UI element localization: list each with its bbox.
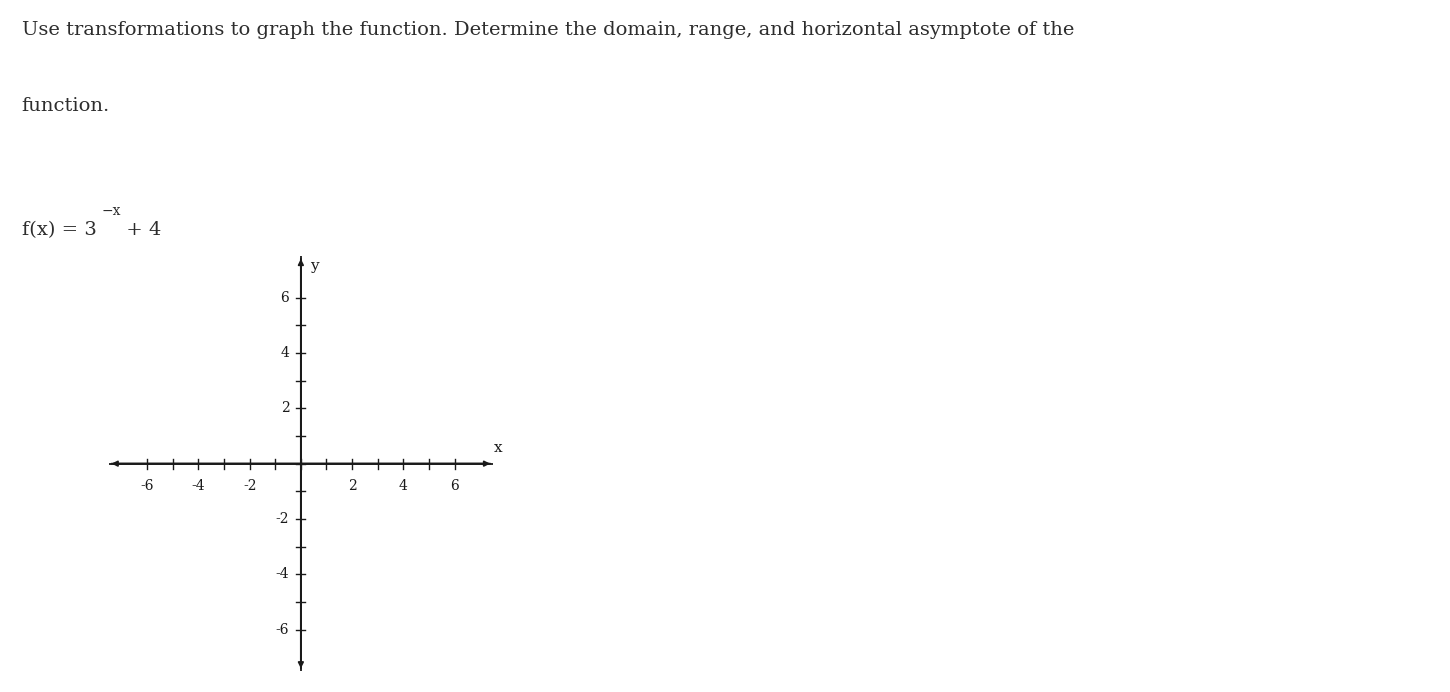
Text: -2: -2 bbox=[276, 512, 290, 526]
Text: -6: -6 bbox=[141, 479, 154, 493]
Text: 2: 2 bbox=[348, 479, 357, 493]
Text: -2: -2 bbox=[244, 479, 257, 493]
Text: function.: function. bbox=[22, 97, 110, 115]
Text: 6: 6 bbox=[281, 291, 290, 304]
Text: 4: 4 bbox=[280, 346, 290, 360]
Text: f(x) = 3: f(x) = 3 bbox=[22, 221, 97, 239]
Text: y: y bbox=[310, 259, 319, 273]
Text: 2: 2 bbox=[281, 401, 290, 415]
Text: Use transformations to graph the function. Determine the domain, range, and hori: Use transformations to graph the functio… bbox=[22, 21, 1074, 39]
Text: 6: 6 bbox=[450, 479, 460, 493]
Text: −x: −x bbox=[102, 204, 120, 218]
Text: -6: -6 bbox=[276, 623, 290, 637]
Text: x: x bbox=[494, 441, 503, 455]
Text: 4: 4 bbox=[399, 479, 407, 493]
Text: -4: -4 bbox=[276, 567, 290, 581]
Text: -4: -4 bbox=[191, 479, 206, 493]
Text: + 4: + 4 bbox=[120, 221, 162, 239]
